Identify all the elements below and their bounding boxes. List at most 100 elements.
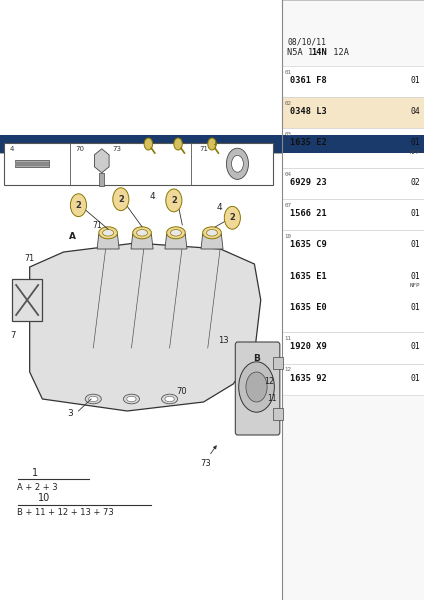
Text: 11: 11 [267, 394, 276, 403]
Bar [12, 279, 42, 321]
Text: 7: 7 [11, 331, 16, 340]
Text: 10: 10 [38, 493, 50, 503]
Circle shape [113, 188, 129, 211]
Ellipse shape [133, 227, 151, 239]
Text: 1: 1 [32, 468, 38, 478]
Circle shape [232, 155, 243, 172]
Polygon shape [30, 243, 261, 411]
Bar [282, 364, 424, 395]
Bar [282, 168, 424, 199]
Text: 1635 E0: 1635 E0 [290, 303, 326, 312]
Text: 01: 01 [410, 241, 420, 250]
Text: 1635 92: 1635 92 [290, 374, 326, 383]
Text: 71: 71 [199, 146, 208, 152]
Bar [282, 97, 424, 128]
Text: 04: 04 [410, 107, 420, 116]
Text: 73: 73 [200, 458, 211, 468]
Text: 10: 10 [285, 234, 292, 239]
Text: 01: 01 [410, 272, 420, 281]
Ellipse shape [103, 229, 114, 236]
Text: 14N: 14N [311, 48, 326, 57]
Ellipse shape [162, 394, 178, 404]
Text: N5A 1: N5A 1 [287, 48, 318, 57]
Polygon shape [131, 234, 153, 249]
Ellipse shape [206, 229, 218, 236]
Text: 01: 01 [410, 209, 420, 218]
Circle shape [166, 189, 182, 212]
Text: 4: 4 [150, 192, 156, 201]
Text: 01: 01 [410, 303, 420, 312]
Text: A: A [69, 232, 75, 241]
Ellipse shape [170, 229, 181, 236]
Text: 13: 13 [218, 336, 229, 346]
Bar [15, 162, 49, 166]
Circle shape [226, 148, 248, 179]
Text: 2: 2 [75, 200, 81, 209]
Ellipse shape [165, 396, 174, 402]
Text: 01: 01 [410, 76, 420, 85]
Ellipse shape [89, 396, 98, 402]
Ellipse shape [127, 396, 136, 402]
Bar [282, 230, 424, 332]
Text: 1920 X9: 1920 X9 [290, 342, 326, 352]
Circle shape [144, 138, 153, 150]
Text: B + 11 + 12 + 13 + 73: B + 11 + 12 + 13 + 73 [17, 508, 114, 517]
Ellipse shape [123, 394, 139, 404]
Text: B: B [254, 354, 260, 363]
Bar [4, 143, 273, 185]
Text: 07: 07 [285, 203, 292, 208]
Bar [273, 357, 283, 369]
Text: 01: 01 [410, 139, 420, 148]
Text: 01: 01 [410, 374, 420, 383]
Polygon shape [95, 149, 109, 173]
Text: 12A: 12A [328, 48, 349, 57]
Bar [273, 408, 283, 420]
Text: 1566 21: 1566 21 [290, 209, 326, 218]
Text: 1635 C9: 1635 C9 [290, 241, 326, 250]
Text: 01: 01 [285, 70, 292, 74]
Bar [0, 135, 282, 153]
Text: 4: 4 [9, 146, 14, 152]
Ellipse shape [99, 227, 117, 239]
Text: 71: 71 [92, 221, 101, 230]
Text: 02: 02 [410, 178, 420, 187]
Text: 0361 F8: 0361 F8 [290, 76, 326, 85]
Ellipse shape [85, 394, 101, 404]
Polygon shape [165, 234, 187, 249]
Circle shape [246, 372, 267, 402]
Text: 70: 70 [176, 387, 187, 396]
Text: 03: 03 [285, 132, 292, 137]
Ellipse shape [167, 227, 185, 239]
Text: 1635 E2: 1635 E2 [290, 139, 326, 148]
Text: 71: 71 [24, 254, 34, 263]
Text: 02: 02 [285, 101, 292, 106]
Bar [282, 135, 424, 153]
Text: A + 2 + 3: A + 2 + 3 [17, 482, 58, 492]
Text: 11: 11 [285, 336, 292, 341]
Circle shape [208, 138, 216, 150]
Bar [99, 173, 104, 186]
Text: 2: 2 [171, 196, 177, 205]
Circle shape [174, 138, 182, 150]
Text: 6929 23: 6929 23 [290, 178, 326, 187]
Circle shape [70, 194, 86, 217]
Text: 2: 2 [229, 213, 235, 222]
Text: 0348 L3: 0348 L3 [290, 107, 326, 116]
Bar [282, 66, 424, 97]
Text: 70: 70 [75, 146, 84, 152]
Ellipse shape [203, 227, 221, 239]
Text: 2: 2 [118, 194, 124, 203]
Polygon shape [97, 234, 119, 249]
Text: 73: 73 [112, 146, 121, 152]
Text: 12: 12 [285, 367, 292, 372]
Text: 12: 12 [265, 377, 275, 385]
Text: 3: 3 [67, 409, 73, 419]
FancyBboxPatch shape [235, 342, 280, 435]
Bar [282, 0, 424, 600]
Text: 1635 E1: 1635 E1 [290, 272, 326, 281]
Bar [15, 160, 49, 167]
Bar [282, 199, 424, 230]
Circle shape [224, 206, 240, 229]
Bar [282, 128, 424, 168]
Bar [282, 332, 424, 364]
